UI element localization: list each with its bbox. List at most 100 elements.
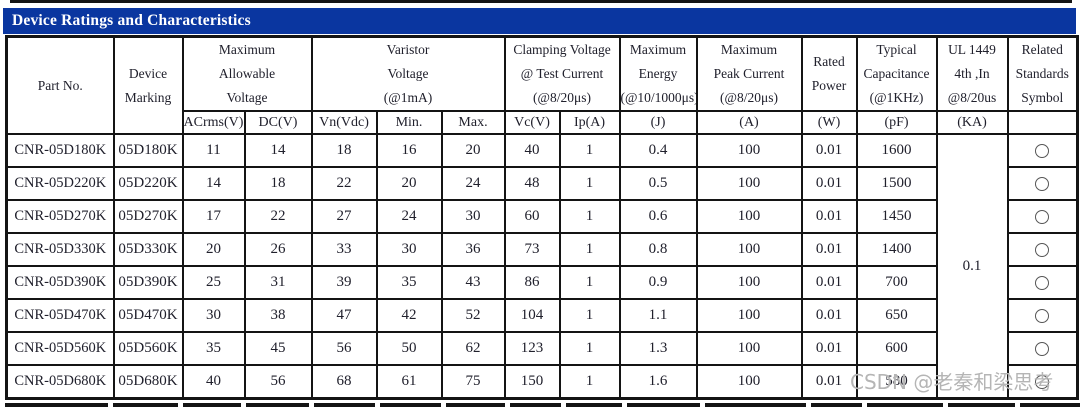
cell-energy-j: 1.3	[618, 331, 698, 366]
header-group-row: Part No. Device Marking Maximum Allowabl…	[5, 35, 1079, 135]
cell-vn-vdc: 18	[310, 133, 378, 168]
cell-rated-power-w: 0.01	[800, 364, 858, 400]
cell-related-symbol	[1006, 331, 1079, 366]
circle-outline-icon	[1035, 209, 1050, 224]
table-row: CNR-05D390K 05D390K 25 31 39 35 43 86 1 0.9 100 0.0…	[5, 265, 1079, 300]
cell-rated-power-w: 0.01	[800, 166, 858, 201]
cell-capacitance-pf: 600	[855, 331, 938, 366]
cell-related-symbol	[1006, 364, 1079, 400]
cutoff-cell-top-border	[948, 403, 1015, 407]
cell-part-no: CNR-05D470K	[5, 298, 115, 333]
cell-vc-v: 48	[503, 166, 561, 201]
cell-part-no: CNR-05D330K	[5, 232, 115, 267]
col-header-clamping-voltage: Clamping Voltage @ Test Current (@8/20μs…	[503, 35, 621, 112]
cell-dc-v: 38	[243, 298, 313, 333]
cell-capacitance-pf: 650	[855, 298, 938, 333]
col-header-ul-1449: UL 1449 4th ,In @8/20us	[935, 35, 1009, 112]
cell-peak-current-a: 100	[695, 199, 803, 234]
table-row: CNR-05D560K 05D560K 35 45 56 50 62 123 1 1.3 100 0.…	[5, 331, 1079, 366]
cutoff-cell-top-border	[627, 403, 700, 407]
subcol-a: (A)	[695, 110, 803, 135]
cell-vn-vdc: 22	[310, 166, 378, 201]
col-header-maximum-peak-current: Maximum Peak Current (@8/20μs)	[695, 35, 803, 112]
table-cutoff-strip	[5, 403, 1080, 407]
cell-rated-power-w: 0.01	[800, 232, 858, 267]
cell-energy-j: 0.5	[618, 166, 698, 201]
cell-dc-v: 18	[243, 166, 313, 201]
cell-acrms-v: 40	[181, 364, 246, 400]
cell-capacitance-pf: 1400	[855, 232, 938, 267]
cell-vc-v: 104	[503, 298, 561, 333]
cell-min: 24	[375, 199, 443, 234]
cell-device-marking: 05D330K	[112, 232, 184, 267]
cell-max: 24	[440, 166, 506, 201]
cell-part-no: CNR-05D560K	[5, 331, 115, 366]
cell-related-symbol	[1006, 166, 1079, 201]
cell-rated-power-w: 0.01	[800, 298, 858, 333]
cell-dc-v: 22	[243, 199, 313, 234]
page-top-rule	[10, 0, 1072, 3]
cell-part-no: CNR-05D180K	[5, 133, 115, 168]
subcol-max: Max.	[440, 110, 506, 135]
cell-part-no: CNR-05D390K	[5, 265, 115, 300]
csdn-watermark: CSDN @老秦和梁思考	[850, 370, 1054, 394]
col-header-rated-power: Rated Power	[800, 35, 858, 112]
col-header-device-marking: Device Marking	[112, 35, 184, 135]
cutoff-cell-top-border	[380, 403, 441, 407]
cell-max: 52	[440, 298, 506, 333]
cell-device-marking: 05D680K	[112, 364, 184, 400]
header-sub-row: ACrms(V) DC(V) Vn(Vdc) Min. Max. Vc(V) I…	[7, 110, 1079, 135]
subcol-min: Min.	[375, 110, 443, 135]
cell-peak-current-a: 100	[695, 166, 803, 201]
cell-vn-vdc: 27	[310, 199, 378, 234]
cutoff-cell-top-border	[246, 403, 309, 407]
cell-related-symbol	[1006, 265, 1079, 300]
cell-peak-current-a: 100	[695, 331, 803, 366]
cutoff-cell-top-border	[867, 403, 943, 407]
cell-capacitance-pf: 1450	[855, 199, 938, 234]
subcol-ka: (KA)	[935, 110, 1009, 135]
cell-capacitance-pf: 700	[855, 265, 938, 300]
subcol-acrms: ACrms(V)	[181, 110, 246, 135]
table-row: CNR-05D680K 05D680K 40 56 68 61 75 150 1 1.6 100 0.…	[5, 364, 1079, 400]
cell-min: 30	[375, 232, 443, 267]
col-header-varistor-voltage: Varistor Voltage (@1mA)	[310, 35, 506, 112]
circle-outline-icon	[1035, 308, 1050, 323]
col-header-maximum-energy: Maximum Energy (@10/1000μs)	[618, 35, 698, 112]
cell-device-marking: 05D180K	[112, 133, 184, 168]
cell-rated-power-w: 0.01	[800, 265, 858, 300]
circle-outline-icon	[1035, 143, 1050, 158]
cell-acrms-v: 20	[181, 232, 246, 267]
cell-vn-vdc: 56	[310, 331, 378, 366]
cutoff-cell-top-border	[510, 403, 561, 407]
cell-peak-current-a: 100	[695, 364, 803, 400]
cell-energy-j: 0.9	[618, 265, 698, 300]
subcol-w: (W)	[800, 110, 858, 135]
cell-device-marking: 05D220K	[112, 166, 184, 201]
cell-related-symbol	[1006, 199, 1079, 234]
cell-vc-v: 86	[503, 265, 561, 300]
subcol-pf: (pF)	[855, 110, 938, 135]
cutoff-cell-top-border	[566, 403, 622, 407]
cell-vn-vdc: 47	[310, 298, 378, 333]
section-title: Device Ratings and Characteristics	[12, 12, 251, 29]
circle-outline-icon	[1035, 374, 1050, 389]
cell-vc-v: 40	[503, 133, 561, 168]
cell-energy-j: 0.6	[618, 199, 698, 234]
cutoff-cell-top-border	[446, 403, 505, 407]
subcol-dc: DC(V)	[243, 110, 313, 135]
subcol-vc: Vc(V)	[503, 110, 561, 135]
cell-ip-a: 1	[558, 166, 621, 201]
cell-ip-a: 1	[558, 331, 621, 366]
cell-rated-power-w: 0.01	[800, 199, 858, 234]
table-row: CNR-05D470K 05D470K 30 38 47 42 52 104 1 1.1 100 0.…	[5, 298, 1079, 333]
subcol-vn: Vn(Vdc)	[310, 110, 378, 135]
table-row: CNR-05D330K 05D330K 20 26 33 30 36 73 1 0.8 100 0.0…	[5, 232, 1079, 267]
cutoff-cell-top-border	[5, 403, 108, 407]
cell-min: 61	[375, 364, 443, 400]
cell-peak-current-a: 100	[695, 265, 803, 300]
cell-dc-v: 14	[243, 133, 313, 168]
cell-capacitance-pf: 1600	[855, 133, 938, 168]
cell-vn-vdc: 39	[310, 265, 378, 300]
cell-energy-j: 0.8	[618, 232, 698, 267]
